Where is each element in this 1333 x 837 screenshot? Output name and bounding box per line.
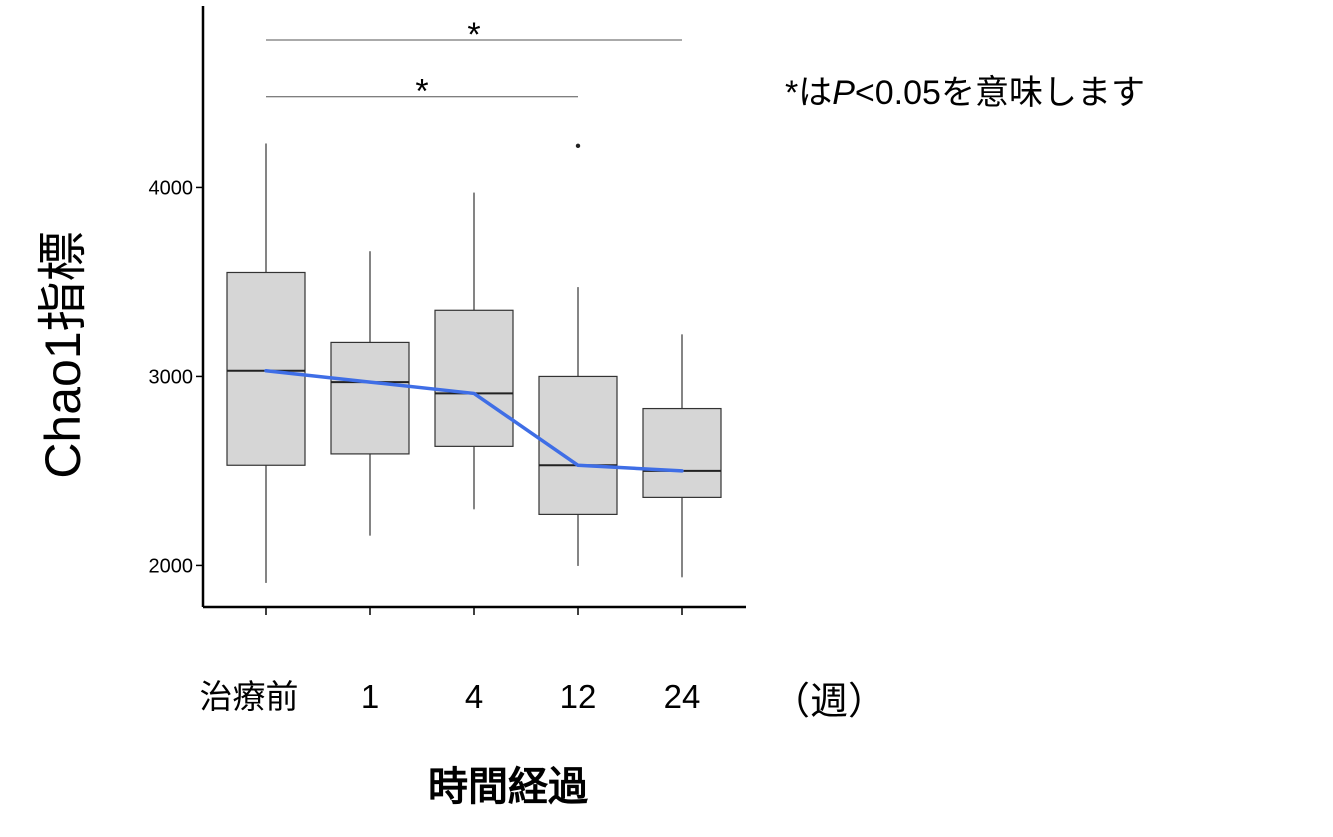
note-prefix: *は bbox=[785, 74, 832, 112]
trend-layer bbox=[264, 369, 684, 473]
x-tick-label: 1 bbox=[361, 678, 379, 715]
boxes-layer bbox=[226, 143, 722, 584]
x-tick-label: 4 bbox=[465, 678, 483, 715]
box-iqr bbox=[642, 407, 722, 498]
outlier-point bbox=[575, 143, 581, 149]
box-iqr bbox=[434, 309, 514, 447]
x-unit-label: （週） bbox=[772, 681, 886, 723]
box-5 bbox=[642, 334, 722, 578]
significance-star-1: * bbox=[467, 16, 480, 54]
box-2 bbox=[330, 251, 410, 536]
median-trend-line bbox=[264, 369, 684, 473]
x-axis-label: 時間経過 bbox=[428, 765, 589, 809]
x-tick-label: 24 bbox=[664, 678, 701, 715]
x-tick-label: 治療前 bbox=[200, 678, 299, 715]
y-axis-label: Chao1指標 bbox=[35, 231, 91, 478]
y-tick-label: 4000 bbox=[149, 177, 194, 199]
box-3 bbox=[434, 192, 514, 510]
y-tick-label: 3000 bbox=[149, 366, 194, 388]
box-1 bbox=[226, 143, 306, 584]
box-iqr bbox=[330, 341, 410, 455]
box-iqr bbox=[226, 271, 306, 466]
x-tick-label: 12 bbox=[560, 678, 597, 715]
significance-note: *はP<0.05を意味します bbox=[785, 74, 1145, 112]
box-4 bbox=[538, 143, 618, 567]
significance-layer: ** bbox=[266, 16, 682, 111]
y-tick-label: 2000 bbox=[149, 555, 194, 577]
axes-layer: 2000 3000 4000 治療前 1 4 12 24 bbox=[149, 6, 746, 715]
note-p: P bbox=[832, 74, 855, 112]
significance-star-2: * bbox=[415, 73, 428, 111]
note-suffix: <0.05を意味します bbox=[855, 74, 1145, 112]
